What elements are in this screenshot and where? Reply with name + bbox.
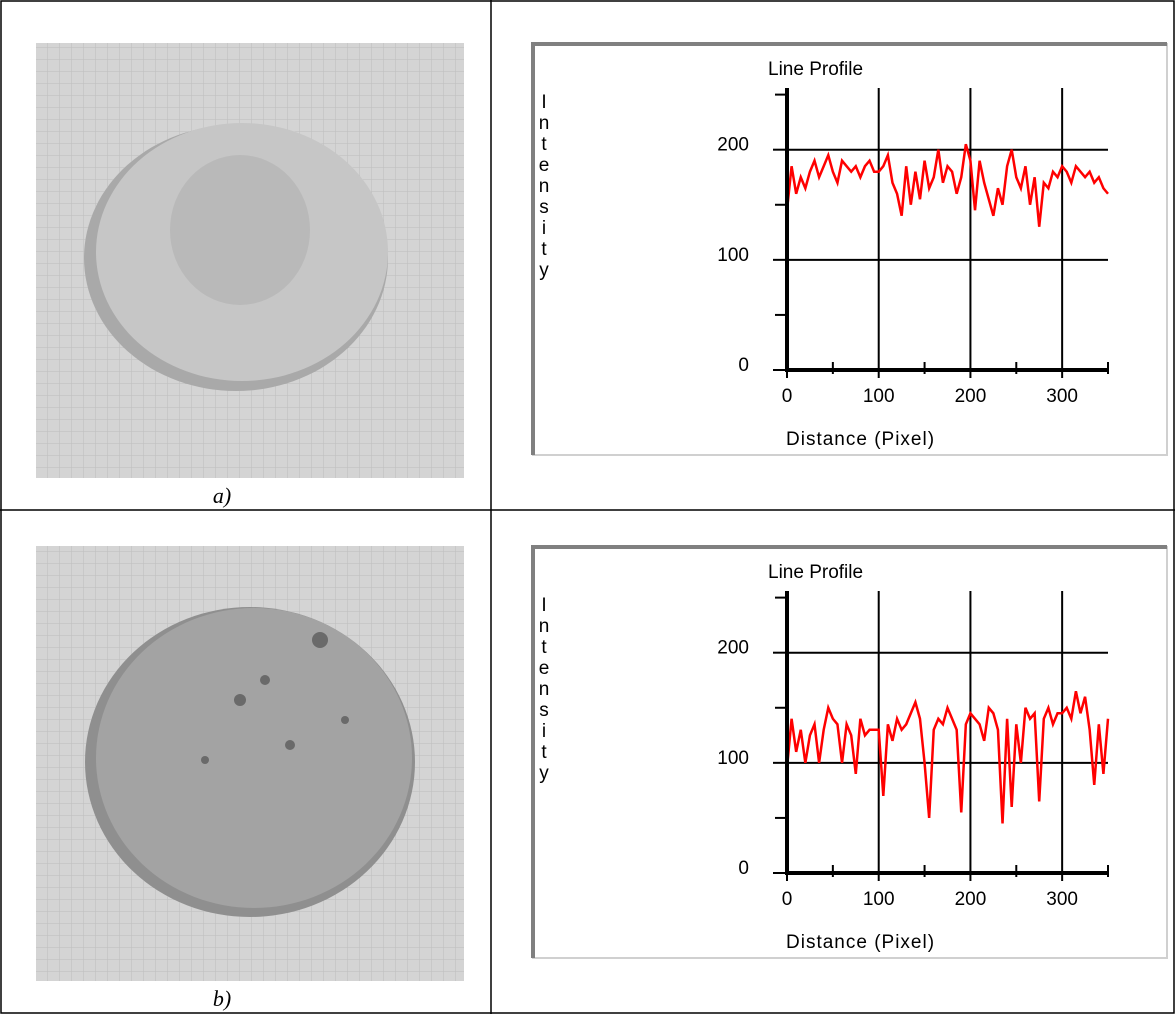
y-tick-label: 0 — [738, 355, 749, 376]
x-tick-label: 100 — [863, 889, 895, 910]
chart-title: Line Profile — [768, 562, 863, 583]
caption: b) — [213, 986, 231, 1011]
data-line — [785, 143, 1109, 227]
x-tick-label: 0 — [782, 386, 793, 407]
x-tick-label: 200 — [955, 889, 987, 910]
y-tick-label: 0 — [738, 858, 749, 879]
chart-title: Line Profile — [768, 59, 863, 80]
y-tick-label: 100 — [717, 748, 749, 769]
caption: a) — [213, 483, 231, 508]
photo-b — [36, 546, 464, 981]
chart-frame-shadow — [531, 42, 1167, 455]
x-tick-label: 0 — [782, 889, 793, 910]
y-axis-label: Intensity — [534, 595, 555, 784]
x-tick-label: 300 — [1046, 889, 1078, 910]
x-tick-label: 100 — [863, 386, 895, 407]
x-axis-label: Distance (Pixel) — [786, 932, 935, 953]
chart-frame-shadow — [531, 545, 1167, 958]
y-axis-label: Intensity — [534, 92, 555, 281]
x-axis-label: Distance (Pixel) — [786, 429, 935, 450]
data-line — [785, 690, 1110, 824]
x-tick-label: 200 — [955, 386, 987, 407]
y-tick-label: 100 — [717, 245, 749, 266]
photo-a — [36, 43, 464, 478]
x-tick-label: 300 — [1046, 386, 1078, 407]
y-tick-label: 200 — [717, 638, 749, 659]
y-tick-label: 200 — [717, 135, 749, 156]
